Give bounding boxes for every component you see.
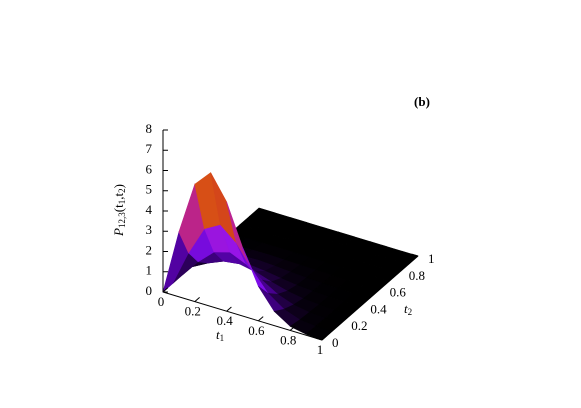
chart-title: (b) [414, 94, 430, 109]
z-tick-label: 8 [146, 121, 153, 136]
x-tick [258, 316, 264, 322]
label-part: P [111, 228, 126, 237]
label-part: 2 [117, 188, 127, 193]
z-tick-label: 1 [146, 263, 153, 278]
label-part: 2 [408, 307, 413, 317]
label-part: ,t [111, 193, 126, 200]
y-tick [373, 287, 380, 291]
y-tick [334, 320, 342, 324]
x-tick-label: 0.6 [248, 323, 265, 338]
label-part: 12,3 [117, 212, 127, 228]
y-tick-label: 0.2 [351, 318, 367, 333]
y-tick-label: 0.6 [390, 285, 407, 300]
label-part: t [404, 301, 408, 316]
z-tick-label: 3 [146, 222, 153, 237]
x-tick [226, 306, 232, 312]
x-tick-label: 1 [317, 342, 324, 357]
z-tick-label: 6 [146, 161, 153, 176]
surface [162, 172, 419, 341]
z-tick-label: 4 [146, 202, 153, 217]
y-axis [321, 255, 419, 341]
z-tick-label: 5 [146, 182, 153, 197]
y-tick-label: 0.4 [370, 301, 387, 316]
y-tick-label: 0 [332, 335, 339, 350]
x-axis [162, 291, 323, 341]
z-tick-label: 7 [146, 141, 153, 156]
z-axis-label: P12,3(t1,t2) [111, 184, 127, 237]
z-tick-label: 2 [146, 242, 153, 257]
y-tick-label: 0.8 [409, 268, 425, 283]
x-tick [162, 287, 169, 293]
x-tick-label: 0.8 [280, 332, 296, 347]
label-part: (t [111, 204, 126, 212]
label-part: t [216, 327, 220, 342]
y-tick [411, 253, 419, 257]
x-tick-label: 0 [158, 294, 165, 309]
x-tick-label: 0.2 [185, 304, 201, 319]
label-part: 1 [117, 200, 127, 205]
y-axis-label: t2 [404, 301, 412, 317]
label-part: 1 [220, 333, 225, 343]
x-tick [289, 325, 296, 331]
x-axis-label: t1 [216, 327, 224, 343]
y-tick [353, 304, 361, 307]
y-tick [315, 337, 323, 341]
z-tick-label: 0 [146, 283, 153, 298]
x-tick [194, 297, 200, 302]
x-tick [321, 335, 328, 341]
x-tick-label: 0.4 [216, 313, 233, 328]
y-tick-label: 1 [428, 251, 435, 266]
y-tick [392, 270, 399, 274]
label-part: ) [111, 184, 126, 188]
